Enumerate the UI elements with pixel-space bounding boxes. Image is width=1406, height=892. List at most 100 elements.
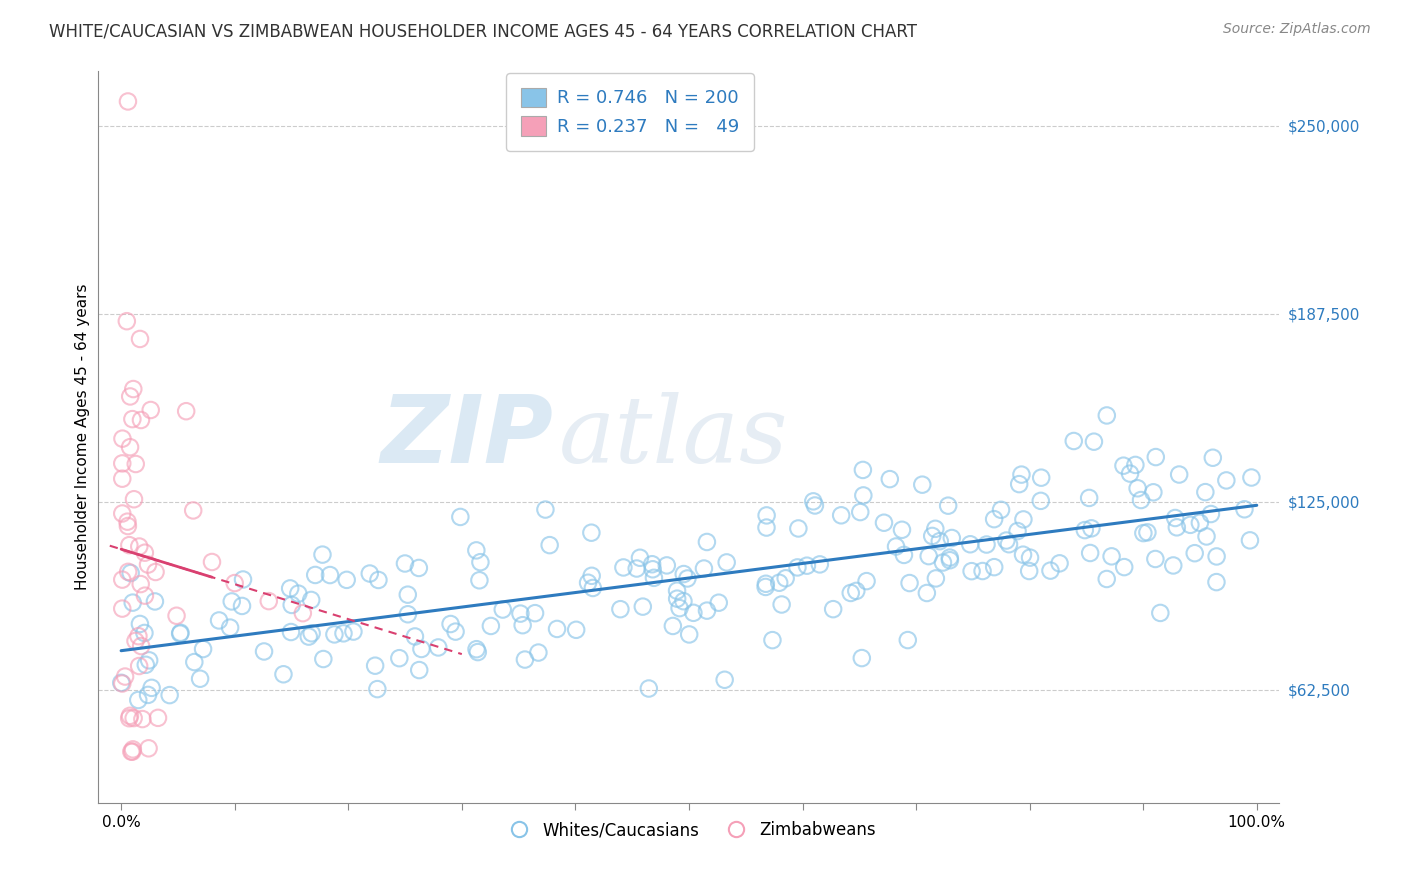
Point bbox=[662, 619, 685, 633]
Point bbox=[755, 520, 778, 534]
Point bbox=[129, 639, 152, 653]
Point bbox=[1083, 434, 1105, 449]
Point bbox=[278, 582, 301, 596]
Point bbox=[470, 555, 492, 569]
Point bbox=[169, 625, 191, 640]
Point bbox=[960, 564, 983, 578]
Point bbox=[342, 624, 364, 639]
Point bbox=[626, 561, 648, 575]
Point bbox=[1031, 471, 1053, 485]
Point bbox=[1114, 560, 1136, 574]
Point bbox=[1205, 549, 1227, 564]
Point bbox=[231, 599, 253, 613]
Point bbox=[1063, 434, 1085, 448]
Point bbox=[1144, 552, 1167, 566]
Point bbox=[666, 591, 689, 606]
Point bbox=[823, 602, 845, 616]
Point bbox=[1007, 524, 1029, 538]
Point bbox=[879, 472, 901, 486]
Point bbox=[120, 389, 142, 403]
Point bbox=[299, 593, 322, 607]
Point bbox=[855, 574, 877, 588]
Point bbox=[115, 314, 138, 328]
Point bbox=[1080, 521, 1102, 535]
Point bbox=[166, 608, 188, 623]
Point bbox=[1130, 493, 1153, 508]
Point bbox=[319, 568, 342, 582]
Point bbox=[127, 629, 149, 643]
Point bbox=[1125, 458, 1147, 472]
Point bbox=[396, 588, 419, 602]
Point bbox=[1240, 470, 1263, 484]
Point bbox=[125, 457, 148, 471]
Point bbox=[111, 507, 134, 521]
Point bbox=[672, 594, 695, 608]
Point bbox=[111, 573, 134, 587]
Point bbox=[117, 515, 139, 529]
Point bbox=[1233, 502, 1256, 516]
Point bbox=[118, 711, 141, 725]
Point bbox=[911, 477, 934, 491]
Point bbox=[253, 644, 276, 658]
Point bbox=[678, 627, 700, 641]
Point bbox=[301, 626, 323, 640]
Point bbox=[1142, 485, 1164, 500]
Point bbox=[1049, 557, 1071, 571]
Point bbox=[1239, 533, 1261, 548]
Point bbox=[1126, 481, 1149, 495]
Point bbox=[768, 575, 790, 590]
Point bbox=[891, 523, 914, 537]
Point bbox=[138, 653, 160, 667]
Point bbox=[311, 548, 333, 562]
Point bbox=[1184, 546, 1206, 560]
Y-axis label: Householder Income Ages 45 - 64 years: Householder Income Ages 45 - 64 years bbox=[75, 284, 90, 591]
Point bbox=[169, 626, 191, 640]
Point bbox=[796, 558, 818, 573]
Point bbox=[893, 548, 915, 562]
Point bbox=[1012, 548, 1035, 562]
Point bbox=[439, 617, 461, 632]
Point bbox=[1168, 467, 1191, 482]
Point bbox=[118, 538, 141, 552]
Point bbox=[581, 525, 603, 540]
Point bbox=[1161, 558, 1184, 573]
Point bbox=[224, 576, 246, 591]
Point bbox=[546, 622, 568, 636]
Point bbox=[513, 652, 536, 666]
Point bbox=[693, 561, 716, 575]
Point bbox=[1205, 575, 1227, 590]
Point bbox=[1019, 550, 1042, 565]
Point bbox=[128, 540, 150, 554]
Point bbox=[637, 681, 659, 696]
Point bbox=[411, 642, 433, 657]
Point bbox=[1144, 450, 1167, 464]
Point bbox=[1199, 507, 1222, 521]
Text: ZIP: ZIP bbox=[380, 391, 553, 483]
Point bbox=[983, 560, 1005, 574]
Point bbox=[928, 534, 950, 549]
Point bbox=[1132, 526, 1154, 541]
Point bbox=[1202, 450, 1225, 465]
Point bbox=[696, 604, 718, 618]
Point bbox=[111, 601, 134, 615]
Point bbox=[998, 537, 1021, 551]
Point bbox=[761, 633, 783, 648]
Point bbox=[111, 456, 134, 470]
Point bbox=[114, 669, 136, 683]
Point bbox=[129, 332, 152, 346]
Point bbox=[804, 499, 827, 513]
Point bbox=[995, 533, 1018, 548]
Point bbox=[873, 516, 896, 530]
Point bbox=[129, 577, 152, 591]
Text: Source: ZipAtlas.com: Source: ZipAtlas.com bbox=[1223, 22, 1371, 37]
Point bbox=[121, 745, 143, 759]
Point bbox=[118, 709, 141, 723]
Point bbox=[257, 594, 280, 608]
Point bbox=[465, 543, 488, 558]
Point bbox=[1012, 512, 1035, 526]
Point bbox=[120, 745, 142, 759]
Point bbox=[117, 95, 139, 109]
Point bbox=[136, 688, 159, 702]
Point bbox=[1095, 572, 1118, 586]
Point bbox=[897, 633, 920, 648]
